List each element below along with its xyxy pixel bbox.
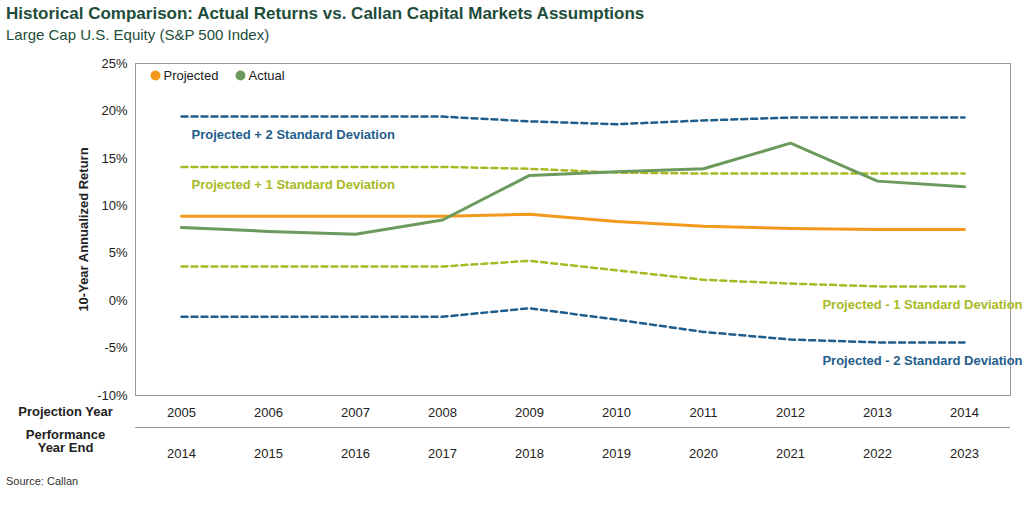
svg-text:2018: 2018	[515, 446, 544, 461]
svg-text:20%: 20%	[101, 103, 127, 118]
svg-text:2008: 2008	[428, 405, 457, 420]
svg-text:2006: 2006	[254, 405, 283, 420]
html-text:Historical Comparison: Actual: Historical Comparison: Actual Returns vs…	[6, 4, 645, 23]
svg-text:Projected + 2 Standard Deviati: Projected + 2 Standard Deviation	[192, 127, 395, 142]
svg-text:2014: 2014	[950, 405, 979, 420]
svg-text:5%: 5%	[109, 245, 128, 260]
svg-text:2015: 2015	[254, 446, 283, 461]
svg-text:2016: 2016	[341, 446, 370, 461]
svg-text:2010: 2010	[602, 405, 631, 420]
svg-text:15%: 15%	[101, 151, 127, 166]
html-text:Large Cap U.S. Equity (S&P 500: Large Cap U.S. Equity (S&P 500 Index)	[6, 26, 270, 43]
svg-text:-10%: -10%	[97, 388, 128, 403]
svg-text:2021: 2021	[776, 446, 805, 461]
html-text:Source: Callan: Source: Callan	[6, 475, 79, 487]
svg-text:10-Year Annualized Return: 10-Year Annualized Return	[76, 147, 91, 311]
svg-text:2023: 2023	[950, 446, 979, 461]
svg-text:0%: 0%	[109, 293, 128, 308]
svg-text:Actual: Actual	[249, 68, 285, 83]
svg-text:Projected: Projected	[164, 68, 219, 83]
svg-text:25%: 25%	[101, 56, 127, 71]
svg-text:2019: 2019	[602, 446, 631, 461]
svg-text:Projected + 1 Standard Deviati: Projected + 1 Standard Deviation	[192, 177, 395, 192]
svg-text:2014: 2014	[167, 446, 196, 461]
svg-text:Projection Year: Projection Year	[18, 404, 112, 419]
svg-text:PerformanceYear End: PerformanceYear End	[26, 427, 105, 455]
svg-text:2009: 2009	[515, 405, 544, 420]
svg-text:Projected - 2 Standard Deviati: Projected - 2 Standard Deviation	[822, 353, 1022, 368]
svg-text:2011: 2011	[690, 405, 718, 420]
svg-text:2012: 2012	[776, 405, 805, 420]
svg-text:2017: 2017	[428, 446, 457, 461]
svg-text:2022: 2022	[863, 446, 892, 461]
svg-text:-5%: -5%	[104, 340, 128, 355]
svg-text:2020: 2020	[689, 446, 718, 461]
svg-text:10%: 10%	[101, 198, 127, 213]
svg-text:2007: 2007	[341, 405, 370, 420]
svg-text:2013: 2013	[863, 405, 892, 420]
svg-text:2005: 2005	[167, 405, 196, 420]
svg-text:Projected - 1 Standard Deviati: Projected - 1 Standard Deviation	[822, 297, 1022, 312]
